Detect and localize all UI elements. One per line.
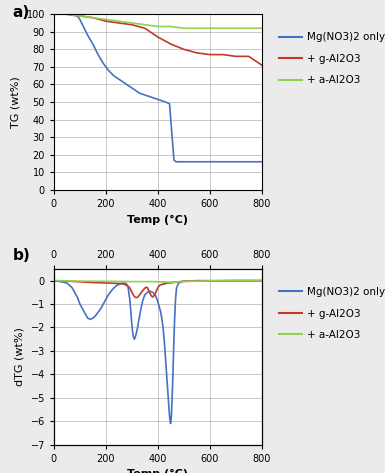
Legend: Mg(NO3)2 only, + g-Al2O3, + a-Al2O3: Mg(NO3)2 only, + g-Al2O3, + a-Al2O3 [275, 28, 385, 89]
Text: a): a) [12, 5, 30, 20]
Y-axis label: dTG (wt%): dTG (wt%) [15, 327, 25, 386]
Y-axis label: TG (wt%): TG (wt%) [11, 76, 21, 128]
Legend: Mg(NO3)2 only, + g-Al2O3, + a-Al2O3: Mg(NO3)2 only, + g-Al2O3, + a-Al2O3 [275, 283, 385, 344]
X-axis label: Temp (°C): Temp (°C) [127, 214, 188, 225]
X-axis label: Temp (°C): Temp (°C) [127, 469, 188, 473]
Text: b): b) [12, 248, 30, 263]
